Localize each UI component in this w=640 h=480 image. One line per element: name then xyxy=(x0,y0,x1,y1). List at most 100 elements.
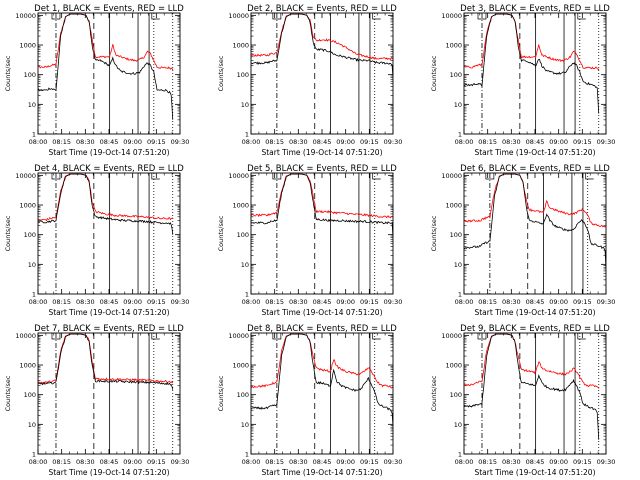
panel-title: Det 7, BLACK = Events, RED = LLD xyxy=(34,324,184,334)
plot-frame xyxy=(463,332,607,455)
x-tick-label: 09:15 xyxy=(573,458,592,466)
x-tick-label: 09:30 xyxy=(384,298,403,306)
x-axis-label: Start Time (19-Oct-14 07:51:20) xyxy=(48,468,169,477)
y-tick-label: 100 xyxy=(450,231,462,239)
x-tick-label: 09:15 xyxy=(360,458,379,466)
x-axis-label: Start Time (19-Oct-14 07:51:20) xyxy=(261,468,382,477)
panel-det-1: Det 1, BLACK = Events, RED = LLD Counts/s… xyxy=(4,4,189,157)
x-tick-label: 08:45 xyxy=(526,458,545,466)
panel-det-7: Det 7, BLACK = Events, RED = LLD Counts/s… xyxy=(4,324,189,477)
x-tick-label: 08:15 xyxy=(52,138,71,146)
y-tick-label: 10000 xyxy=(441,332,462,340)
y-tick-label: 100 xyxy=(24,71,36,79)
series-events xyxy=(464,333,600,440)
panel-title: Det 9, BLACK = Events, RED = LLD xyxy=(460,324,610,334)
series-events xyxy=(38,173,174,235)
x-tick-label: 08:30 xyxy=(289,458,308,466)
y-tick-label: 1 xyxy=(245,291,249,299)
y-tick-label: 10 xyxy=(28,421,36,429)
y-tick-label: 1000 xyxy=(19,362,36,370)
x-tick-label: 08:30 xyxy=(502,298,521,306)
y-tick-label: 10 xyxy=(28,101,36,109)
x-axis-label: Start Time (19-Oct-14 07:51:20) xyxy=(48,148,169,157)
y-tick-label: 1 xyxy=(458,451,462,459)
panel-det-3: Det 3, BLACK = Events, RED = LLD Counts/s… xyxy=(430,4,615,157)
x-tick-label: 08:00 xyxy=(29,458,48,466)
panel-title: Det 1, BLACK = Events, RED = LLD xyxy=(34,4,184,14)
x-tick-label: 09:00 xyxy=(549,458,568,466)
series-lld xyxy=(38,13,174,71)
panel-title: Det 5, BLACK = Events, RED = LLD xyxy=(247,164,397,174)
y-axis-label: Counts/sec xyxy=(217,375,225,411)
x-tick-label: 08:30 xyxy=(76,138,95,146)
marker-box xyxy=(372,13,381,20)
y-tick-label: 10000 xyxy=(15,12,36,20)
x-tick-label: 08:15 xyxy=(52,298,71,306)
x-tick-label: 09:15 xyxy=(147,458,166,466)
series-events xyxy=(464,173,606,277)
plot-frame xyxy=(250,12,394,135)
y-tick-label: 1000 xyxy=(445,42,462,50)
y-axis-label: Counts/sec xyxy=(217,215,225,251)
marker-box xyxy=(51,13,61,20)
plot-frame xyxy=(463,172,607,295)
panel-title: Det 4, BLACK = Events, RED = LLD xyxy=(34,164,184,174)
x-tick-label: 08:45 xyxy=(100,298,119,306)
y-tick-label: 10 xyxy=(454,261,462,269)
marker-box xyxy=(585,173,594,180)
panel-title: Det 2, BLACK = Events, RED = LLD xyxy=(247,4,397,14)
panel-title: Det 6, BLACK = Events, RED = LLD xyxy=(460,164,610,174)
y-axis-label: Counts/sec xyxy=(4,55,12,91)
x-tick-label: 08:30 xyxy=(76,458,95,466)
x-tick-label: 09:00 xyxy=(123,138,142,146)
y-tick-label: 1000 xyxy=(232,42,249,50)
x-axis-label: Start Time (19-Oct-14 07:51:20) xyxy=(261,308,382,317)
series-events xyxy=(251,173,393,244)
y-axis-label: Counts/sec xyxy=(430,55,438,91)
marker-box xyxy=(272,333,282,340)
plot-frame xyxy=(37,172,181,295)
x-tick-label: 08:15 xyxy=(265,298,284,306)
x-tick-label: 09:15 xyxy=(147,138,166,146)
panel-title: Det 3, BLACK = Events, RED = LLD xyxy=(460,4,610,14)
x-tick-label: 09:30 xyxy=(597,458,616,466)
panel-det-8: Det 8, BLACK = Events, RED = LLD Counts/s… xyxy=(217,324,402,477)
x-axis-label: Start Time (19-Oct-14 07:51:20) xyxy=(474,468,595,477)
x-tick-label: 08:30 xyxy=(76,298,95,306)
plot-frame xyxy=(250,172,394,295)
plot-frame xyxy=(37,12,181,135)
x-tick-label: 08:00 xyxy=(242,458,261,466)
y-tick-label: 100 xyxy=(237,71,249,79)
x-tick-label: 08:15 xyxy=(478,138,497,146)
y-tick-label: 10000 xyxy=(228,12,249,20)
x-tick-label: 08:15 xyxy=(478,458,497,466)
y-tick-label: 10000 xyxy=(228,172,249,180)
marker-box xyxy=(272,173,282,180)
y-tick-label: 1 xyxy=(245,131,249,139)
series-lld xyxy=(251,333,393,389)
y-tick-label: 10000 xyxy=(15,172,36,180)
y-tick-label: 1 xyxy=(32,451,36,459)
x-tick-label: 08:00 xyxy=(455,138,474,146)
y-tick-label: 10 xyxy=(241,101,249,109)
plot-frame xyxy=(463,12,607,135)
x-tick-label: 09:15 xyxy=(573,138,592,146)
y-tick-label: 1 xyxy=(458,131,462,139)
x-tick-label: 08:45 xyxy=(313,458,332,466)
x-tick-label: 09:00 xyxy=(336,138,355,146)
x-tick-label: 09:00 xyxy=(123,458,142,466)
series-lld xyxy=(464,13,600,71)
x-tick-label: 09:30 xyxy=(171,138,190,146)
y-tick-label: 100 xyxy=(24,391,36,399)
y-tick-label: 100 xyxy=(450,71,462,79)
y-tick-label: 10 xyxy=(454,421,462,429)
marker-box xyxy=(477,333,487,340)
x-axis-label: Start Time (19-Oct-14 07:51:20) xyxy=(474,308,595,317)
y-tick-label: 10 xyxy=(241,261,249,269)
marker-box xyxy=(272,13,282,20)
x-tick-label: 09:30 xyxy=(384,458,403,466)
x-tick-label: 09:30 xyxy=(171,458,190,466)
x-tick-label: 09:15 xyxy=(360,138,379,146)
marker-box xyxy=(577,333,586,340)
y-tick-label: 1 xyxy=(32,131,36,139)
